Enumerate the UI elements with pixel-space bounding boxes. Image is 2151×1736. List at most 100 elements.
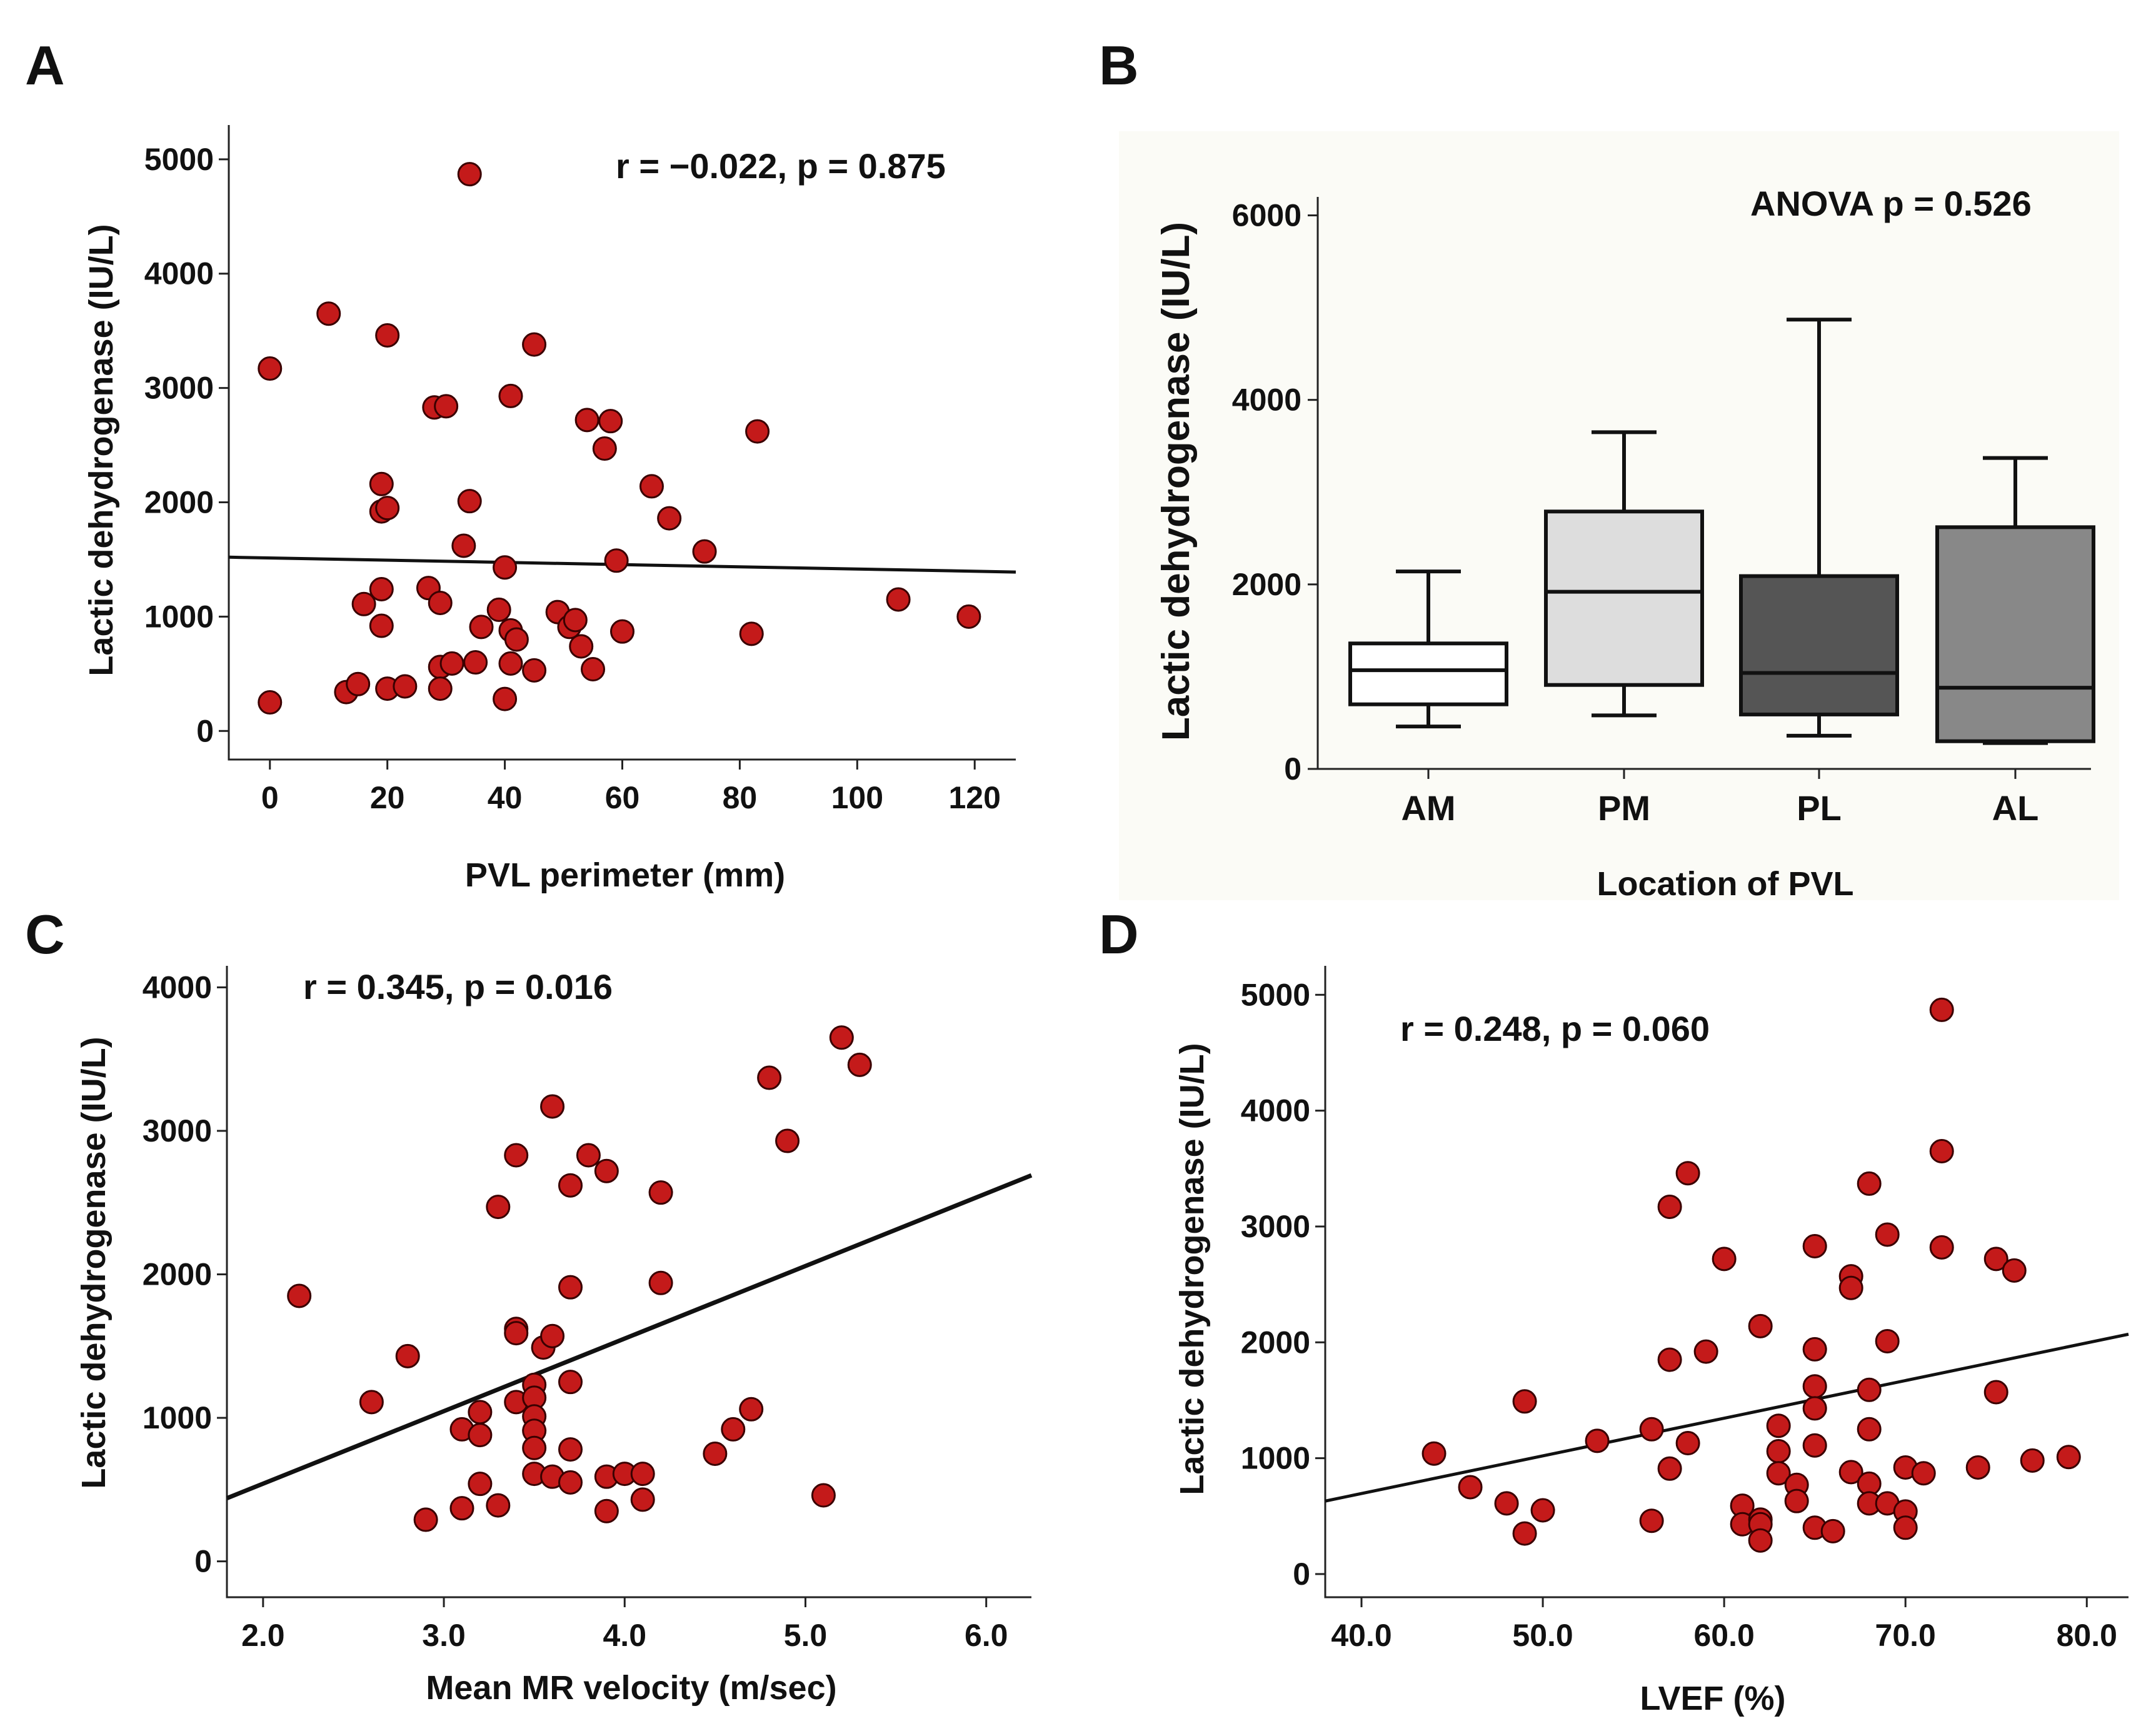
data-point	[1693, 1339, 1718, 1364]
panel-c-stat-annotation: r = 0.345, p = 0.016	[303, 967, 613, 1006]
panel-b-categories: AM PM PL AL	[1401, 769, 2038, 828]
data-point	[1929, 1139, 1954, 1164]
data-point	[1675, 1431, 1700, 1456]
data-point	[1893, 1515, 1918, 1540]
data-point	[1512, 1389, 1537, 1414]
y-tick-label: 0	[1293, 1557, 1310, 1592]
data-point	[457, 489, 482, 514]
panel-d-stat-annotation: r = 0.248, p = 0.060	[1400, 1009, 1710, 1048]
panel-a-stat-annotation: r = −0.022, p = 0.875	[616, 146, 946, 186]
panel-b-y-label: Lactic dehydrogenase (IU/L)	[1155, 222, 1198, 741]
y-tick-label: 1000	[144, 599, 214, 634]
y-tick-label: 6000	[1232, 198, 1301, 233]
data-point	[463, 650, 488, 675]
y-tick-label: 0	[194, 1544, 212, 1579]
data-point	[504, 627, 529, 652]
x-tick-label: 70.0	[1875, 1618, 1936, 1653]
data-point	[369, 471, 394, 496]
data-point	[1857, 1171, 1882, 1196]
data-point	[1458, 1475, 1483, 1500]
data-point	[316, 301, 341, 326]
data-point	[1766, 1461, 1791, 1486]
data-point	[2056, 1445, 2081, 1470]
data-point	[574, 408, 599, 433]
y-tick-label: 2000	[143, 1257, 212, 1292]
data-point	[745, 419, 770, 444]
data-point	[1911, 1461, 1936, 1486]
y-tick-label: 4000	[144, 256, 214, 291]
data-point	[594, 1498, 619, 1523]
x-tick-label: 80.0	[2057, 1618, 2117, 1653]
data-point	[522, 658, 547, 683]
y-tick-label: 3000	[144, 371, 214, 406]
panel-c-x-label: Mean MR velocity (m/sec)	[426, 1669, 836, 1707]
data-point	[558, 1370, 583, 1395]
x-tick-label: 40.0	[1331, 1618, 1391, 1653]
data-point	[1494, 1491, 1519, 1516]
data-point	[375, 496, 400, 521]
y-tick-label: 3000	[143, 1113, 212, 1148]
category-label-am: AM	[1401, 788, 1455, 828]
panel-a-axes	[228, 125, 1016, 761]
y-tick-label: 0	[196, 713, 214, 748]
data-point	[604, 548, 629, 573]
data-point	[1802, 1337, 1827, 1362]
data-point	[469, 615, 494, 640]
panel-d-x-label: LVEF (%)	[1640, 1680, 1786, 1717]
category-label-al: AL	[1992, 788, 2039, 828]
panel-a: A 0 20 40 60 80 100 120 010002000300040005000 …	[25, 34, 1016, 894]
data-point	[522, 1435, 547, 1460]
data-point	[346, 671, 371, 696]
data-point	[369, 577, 394, 602]
data-point	[457, 162, 482, 187]
data-point	[648, 1180, 673, 1205]
data-point	[1983, 1380, 2008, 1405]
data-point	[522, 332, 547, 357]
data-point	[811, 1483, 836, 1508]
data-point	[393, 674, 418, 699]
data-point	[1820, 1518, 1845, 1543]
data-point	[829, 1025, 854, 1050]
panel-c-x-ticks: 2.0 3.0 4.0 5.0 6.0	[241, 1597, 1008, 1653]
x-tick-label: 60	[605, 780, 640, 815]
data-point	[558, 1470, 583, 1495]
data-point	[1512, 1521, 1537, 1546]
iqr-box	[1348, 641, 1508, 706]
panel-d-points	[1421, 997, 2081, 1553]
data-point	[1766, 1438, 1791, 1463]
data-point	[486, 597, 511, 622]
iqr-box	[1739, 574, 1899, 716]
y-tick-label: 1000	[1241, 1441, 1310, 1476]
data-point	[886, 587, 911, 612]
data-point	[1712, 1247, 1737, 1272]
panel-letter-b: B	[1099, 34, 1139, 96]
data-point	[1657, 1456, 1682, 1481]
y-tick-label: 4000	[1241, 1093, 1310, 1128]
data-point	[468, 1400, 493, 1425]
panel-c-y-ticks: 0 1000 2000 3000 4000	[143, 970, 227, 1579]
data-point	[630, 1462, 655, 1487]
data-point	[486, 1493, 511, 1518]
data-point	[486, 1195, 511, 1220]
data-point	[2002, 1258, 2027, 1283]
panel-b-stat-annotation: ANOVA p = 0.526	[1750, 184, 2032, 223]
panel-b-y-ticks: 0 2000 4000 6000	[1232, 198, 1318, 786]
y-tick-label: 2000	[144, 485, 214, 520]
data-point	[630, 1487, 655, 1512]
data-point	[598, 409, 623, 434]
data-point	[449, 1496, 474, 1521]
data-point	[428, 676, 453, 701]
x-tick-label: 2.0	[241, 1618, 285, 1653]
data-point	[558, 1173, 583, 1198]
iqr-box	[1935, 525, 2095, 743]
panel-b: B 0 2000 4000 6000 AM PM PL AL ANOVA p = 0.526…	[1099, 34, 2119, 903]
data-point	[493, 686, 518, 711]
panel-letter-c: C	[25, 903, 65, 965]
data-point	[493, 555, 518, 580]
data-point	[775, 1128, 800, 1153]
data-point	[1983, 1247, 2008, 1272]
panel-a-x-label: PVL perimeter (mm)	[465, 856, 785, 894]
data-point	[413, 1507, 438, 1532]
panel-c-axes	[226, 966, 1031, 1598]
data-point	[1530, 1498, 1555, 1523]
